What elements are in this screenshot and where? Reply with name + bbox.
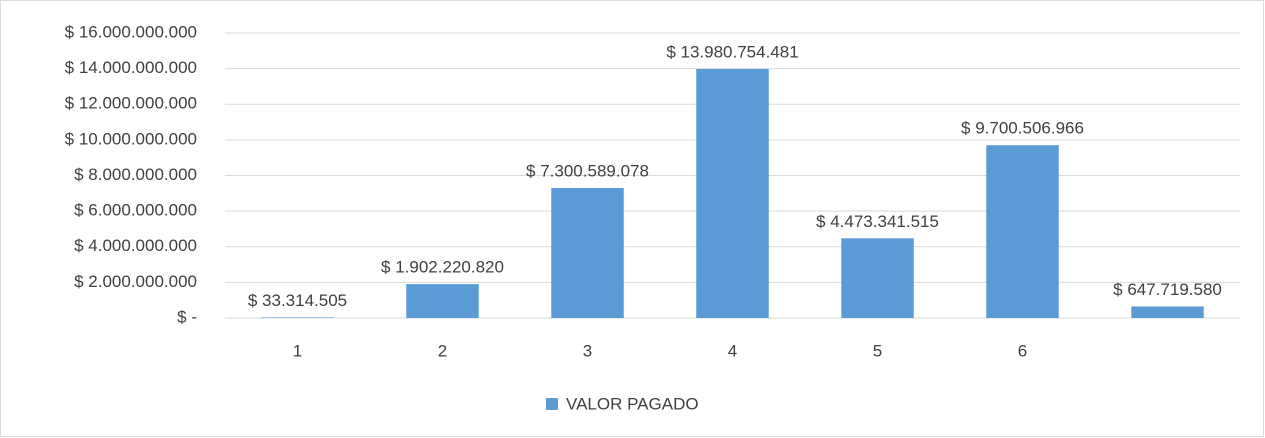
x-tick-label: 5 [873,341,882,360]
data-label: $ 33.314.505 [248,291,347,310]
y-tick-label: $ - [177,307,197,326]
y-tick-label: $ 4.000.000.000 [74,236,197,255]
bar [406,284,479,318]
bar [261,317,334,318]
data-label: $ 13.980.754.481 [666,42,798,61]
x-tick-label: 4 [728,341,737,360]
data-label: $ 647.719.580 [1113,280,1222,299]
bar [551,187,624,318]
y-tick-label: $ 14.000.000.000 [65,58,197,77]
y-tick-label: $ 16.000.000.000 [65,22,197,41]
data-label: $ 4.473.341.515 [816,212,939,231]
y-tick-label: $ 8.000.000.000 [74,165,197,184]
y-tick-label: $ 10.000.000.000 [65,129,197,148]
y-tick-label: $ 2.000.000.000 [74,272,197,291]
x-tick-label: 3 [583,341,592,360]
bar [986,145,1059,318]
bar [696,68,769,319]
bar [1131,306,1204,318]
y-tick-label: $ 6.000.000.000 [74,201,197,220]
legend-label: VALOR PAGADO [566,394,699,413]
y-tick-label: $ 12.000.000.000 [65,94,197,113]
x-tick-label: 2 [438,341,447,360]
data-label: $ 9.700.506.966 [961,119,1084,138]
data-label: $ 7.300.589.078 [526,161,649,180]
x-tick-label: 1 [293,341,302,360]
legend-swatch [546,398,558,410]
data-label: $ 1.902.220.820 [381,258,504,277]
x-tick-label: 6 [1018,341,1027,360]
bar [841,238,914,318]
